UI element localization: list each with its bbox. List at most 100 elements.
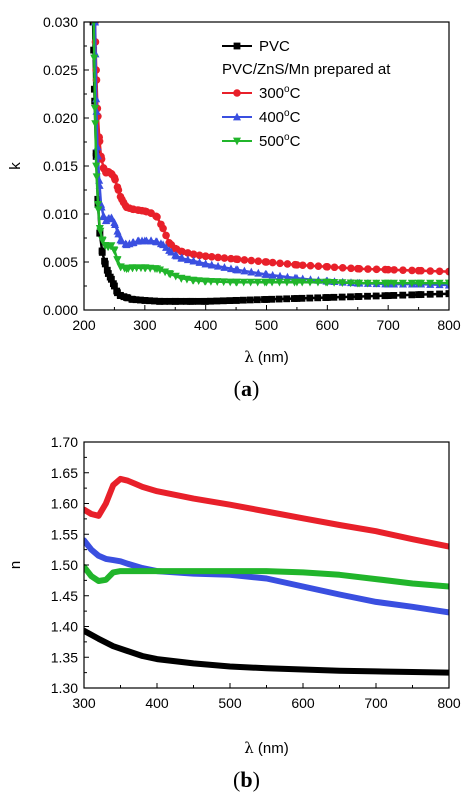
- x-tick-label: 800: [437, 695, 461, 711]
- series-point: [172, 251, 181, 260]
- series-point: [306, 261, 315, 270]
- x-tick-label: 400: [145, 695, 169, 711]
- series-point: [246, 296, 254, 304]
- series-point: [214, 261, 223, 270]
- series-point: [183, 297, 190, 305]
- series-point: [151, 237, 160, 246]
- series-point: [364, 292, 371, 300]
- legend-label: 500oC: [259, 132, 301, 150]
- series-3: [90, 22, 449, 288]
- series-point: [200, 297, 208, 305]
- series-point: [436, 290, 443, 298]
- series-point: [227, 254, 235, 263]
- series-point: [260, 278, 269, 287]
- series-point: [322, 262, 331, 271]
- series-point: [239, 278, 248, 287]
- series-point: [114, 229, 123, 238]
- series-point: [390, 266, 398, 274]
- series-point: [155, 266, 164, 275]
- series-point: [219, 297, 227, 305]
- series-point: [435, 267, 444, 276]
- series-point: [398, 279, 407, 288]
- series-point: [275, 295, 283, 303]
- series-point: [111, 220, 120, 228]
- series-point: [389, 279, 398, 288]
- series-point: [381, 279, 390, 288]
- series-point: [435, 279, 444, 288]
- series-point: [233, 265, 242, 274]
- x-tick-label: 600: [291, 695, 315, 711]
- series-point: [247, 256, 256, 265]
- x-tick-label: 300: [72, 695, 96, 711]
- legend-label: 400oC: [259, 108, 301, 126]
- y-axis-label: n: [7, 561, 24, 569]
- legend-group-title: PVC/ZnS/Mn prepared at: [222, 61, 391, 78]
- legend-swatch-marker: [233, 112, 241, 121]
- series-point: [156, 239, 165, 248]
- series-line: [84, 475, 449, 550]
- y-tick-label: 1.60: [51, 496, 78, 512]
- y-tick-label: 1.30: [51, 680, 78, 696]
- series-point: [111, 175, 119, 184]
- series-point: [220, 254, 229, 262]
- y-tick-label: 0.025: [43, 62, 78, 78]
- series-point: [151, 297, 158, 305]
- y-tick-label: 0.015: [43, 158, 78, 174]
- series-point: [118, 195, 126, 204]
- series-point: [372, 265, 381, 274]
- series-point: [226, 278, 235, 287]
- series-point: [109, 246, 118, 255]
- x-tick-label: 300: [133, 317, 157, 333]
- series-point: [254, 257, 263, 266]
- series-point: [166, 270, 175, 279]
- series-point: [445, 290, 449, 298]
- series-point: [355, 293, 363, 300]
- series-3: [84, 563, 449, 590]
- series-point: [90, 105, 99, 113]
- series-point: [390, 292, 398, 299]
- series-point: [207, 260, 216, 269]
- series-point: [290, 295, 298, 302]
- series-point: [268, 258, 277, 267]
- panel-label: (a): [234, 376, 260, 401]
- series-point: [408, 266, 416, 275]
- y-tick-label: 0.010: [43, 206, 78, 222]
- series-point: [107, 214, 116, 223]
- series-point: [298, 294, 306, 302]
- series-point: [338, 279, 347, 288]
- series-point: [240, 256, 249, 264]
- series-point: [189, 256, 198, 265]
- series-point: [355, 279, 364, 288]
- series-point: [188, 297, 196, 305]
- series-point: [201, 252, 210, 261]
- series-point: [103, 266, 111, 274]
- series-line: [84, 563, 449, 590]
- series-point: [177, 297, 185, 305]
- series-point: [207, 297, 214, 305]
- series-point: [268, 278, 277, 287]
- series-point: [161, 297, 168, 305]
- legend-entry-2: 400oC: [222, 108, 301, 126]
- series-point: [364, 265, 372, 273]
- x-axis-label: λ (nm): [244, 739, 289, 757]
- series-point: [156, 297, 163, 305]
- series-point: [313, 278, 322, 287]
- y-tick-label: 1.50: [51, 557, 78, 573]
- series-point: [347, 293, 354, 301]
- series-point: [372, 279, 381, 288]
- series-point: [254, 268, 263, 277]
- series-point: [184, 249, 192, 257]
- legend-entry-1: 300oC: [222, 84, 301, 102]
- series-point: [283, 295, 291, 303]
- series-point: [195, 251, 204, 260]
- series-point: [106, 273, 114, 281]
- series-point: [291, 260, 299, 269]
- series-point: [246, 278, 255, 287]
- series-point: [189, 250, 198, 259]
- x-tick-label: 200: [72, 317, 96, 333]
- series-point: [201, 259, 210, 268]
- legend: PVC 300oC 400oC 500oC PVC/ZnS/Mn prepared at: [222, 38, 391, 150]
- series-point: [219, 278, 228, 287]
- series-point: [114, 186, 123, 194]
